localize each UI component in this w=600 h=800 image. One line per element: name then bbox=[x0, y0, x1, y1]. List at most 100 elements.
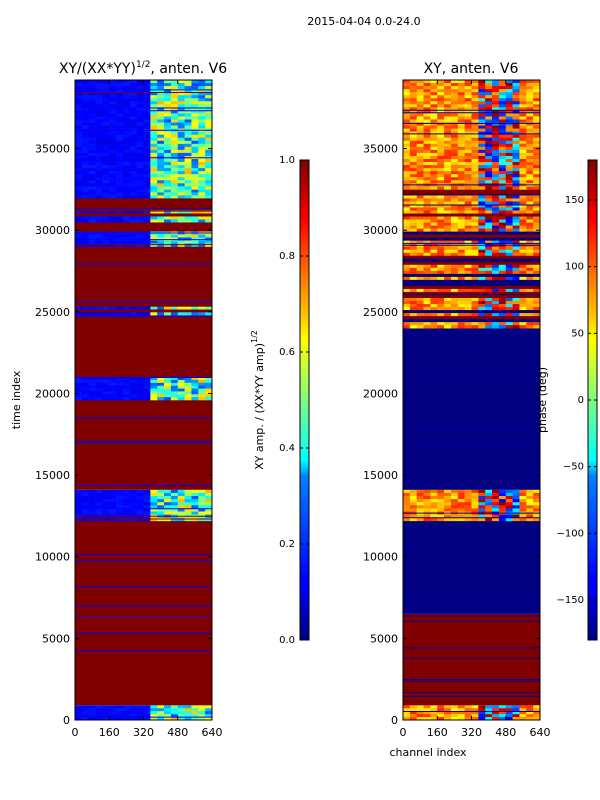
heat-cell bbox=[109, 496, 117, 500]
colorbar-tick-label: 100 bbox=[565, 262, 584, 273]
heat-cell bbox=[409, 322, 417, 326]
heat-cell bbox=[170, 385, 179, 389]
heat-cell bbox=[505, 708, 513, 712]
heat-cell bbox=[526, 92, 534, 96]
heat-cell bbox=[88, 101, 96, 105]
heat-cell bbox=[116, 711, 124, 715]
heat-cell bbox=[430, 83, 438, 87]
heat-cell bbox=[164, 162, 172, 166]
heat-cell bbox=[75, 125, 83, 129]
heat-cell bbox=[512, 210, 520, 214]
x-tick-label: 0 bbox=[400, 726, 407, 739]
heat-cell bbox=[143, 388, 151, 392]
heat-cell bbox=[157, 95, 165, 99]
heat-cell bbox=[136, 80, 144, 84]
heat-cell bbox=[164, 708, 172, 712]
heat-cell bbox=[164, 86, 172, 90]
heat-cell bbox=[198, 168, 206, 172]
heat-cell bbox=[164, 511, 172, 515]
heat-cell bbox=[519, 80, 527, 84]
heat-cell bbox=[526, 264, 534, 269]
heat-cell bbox=[150, 140, 158, 145]
heat-cell bbox=[464, 107, 472, 111]
heat-cell bbox=[95, 80, 103, 84]
heat-cell bbox=[109, 502, 117, 506]
heat-cell bbox=[492, 107, 500, 111]
heat-cell bbox=[457, 162, 465, 166]
heat-cell bbox=[485, 140, 493, 145]
heat-cell bbox=[485, 210, 493, 214]
heat-cell bbox=[485, 83, 493, 87]
heat-cell bbox=[533, 222, 540, 226]
heat-cell bbox=[75, 159, 83, 163]
heat-cell bbox=[409, 276, 417, 281]
heat-cell bbox=[430, 125, 438, 129]
heat-cell bbox=[184, 711, 192, 715]
heat-cell bbox=[485, 180, 493, 184]
heat-cell bbox=[519, 514, 527, 519]
heat-cell bbox=[444, 325, 452, 329]
heat-cell bbox=[512, 325, 520, 329]
heat-cell bbox=[88, 174, 96, 178]
heat-cell bbox=[409, 116, 417, 120]
heat-cell bbox=[485, 705, 493, 709]
heat-cell bbox=[526, 171, 534, 175]
heat-cell bbox=[109, 511, 117, 515]
heat-cell bbox=[457, 174, 465, 178]
heat-cell bbox=[533, 134, 540, 139]
heat-cell bbox=[409, 149, 417, 154]
heat-cell bbox=[423, 122, 431, 126]
heat-cell bbox=[471, 137, 479, 142]
heat-cell bbox=[150, 219, 158, 223]
heat-cell bbox=[95, 382, 103, 387]
heat-cell bbox=[409, 195, 417, 199]
heat-cell bbox=[403, 210, 411, 214]
heat-cell bbox=[198, 189, 206, 193]
heat-cell bbox=[450, 165, 459, 169]
heat-cell bbox=[416, 80, 424, 84]
heat-cell bbox=[505, 252, 513, 257]
heat-cell bbox=[512, 297, 520, 302]
heat-cell bbox=[430, 301, 438, 305]
heat-cell bbox=[116, 131, 124, 135]
heat-cell bbox=[198, 492, 206, 497]
heat-cell bbox=[170, 499, 179, 503]
heat-cell bbox=[464, 140, 472, 145]
heat-cell bbox=[116, 152, 124, 157]
heat-cell bbox=[177, 391, 185, 395]
heat-cell bbox=[177, 149, 185, 154]
heat-cell bbox=[191, 149, 199, 154]
heat-cell bbox=[478, 198, 486, 202]
heat-cell bbox=[184, 122, 192, 126]
heat-cell bbox=[478, 125, 486, 129]
heat-cell bbox=[164, 104, 172, 108]
heat-cell bbox=[116, 137, 124, 142]
heat-cell bbox=[184, 192, 192, 196]
heat-cell bbox=[136, 89, 144, 93]
heat-cell bbox=[164, 183, 172, 187]
heat-cell bbox=[177, 89, 185, 93]
heat-cell bbox=[191, 234, 199, 238]
heat-cell bbox=[437, 708, 445, 712]
heat-cell bbox=[485, 143, 493, 148]
heat-cell bbox=[492, 505, 500, 509]
heat-cell bbox=[478, 89, 486, 93]
heat-cell bbox=[409, 301, 417, 305]
heat-cell bbox=[450, 195, 459, 199]
heat-cell bbox=[95, 195, 103, 199]
heat-cell bbox=[498, 125, 507, 129]
heat-cell bbox=[403, 249, 411, 254]
heat-cell bbox=[430, 714, 438, 718]
heat-cell bbox=[403, 219, 411, 223]
heat-cell bbox=[485, 297, 493, 302]
heat-cell bbox=[450, 505, 459, 509]
heat-cell bbox=[109, 89, 117, 93]
heat-cell bbox=[478, 489, 486, 494]
heat-cell bbox=[116, 216, 124, 220]
heat-cell bbox=[157, 183, 165, 187]
heat-cell bbox=[471, 177, 479, 181]
heat-cell bbox=[430, 92, 438, 96]
heat-cell bbox=[457, 508, 465, 512]
heat-cell bbox=[403, 180, 411, 184]
heat-cell bbox=[157, 92, 165, 96]
